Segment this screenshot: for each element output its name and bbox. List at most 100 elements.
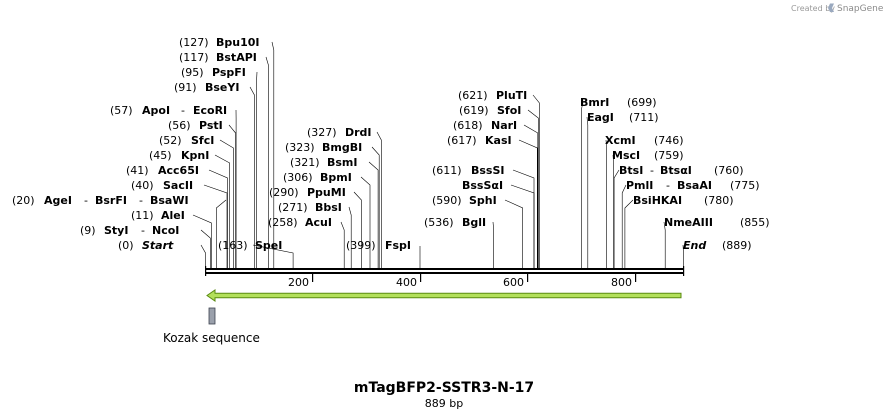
- site-pspfi-name: PspFI: [212, 66, 246, 79]
- site-nmeaiii-pos: (855): [740, 216, 770, 229]
- site-bsssai-name: BssSαI: [462, 179, 503, 192]
- site-bmgbi-pos: (323): [285, 141, 315, 154]
- site-bsssi-name: BssSI: [471, 164, 505, 177]
- leader-line: [200, 229, 211, 268]
- site-bstapi-pos: (117): [179, 51, 209, 64]
- site-msci[interactable]: MscI (759): [612, 149, 684, 162]
- site-bmgbi[interactable]: (323) BmgBI: [285, 141, 362, 154]
- site-nari[interactable]: (618) NarI: [453, 119, 517, 132]
- site-bsrfi-name: BsrFI: [95, 194, 127, 207]
- site-btsai-name: BtsαI: [660, 164, 692, 177]
- site-bsihkai-name: BsiHKAI: [633, 194, 682, 207]
- site-psti-name: PstI: [199, 119, 223, 132]
- site-sphi[interactable]: (590) SphI: [432, 194, 497, 207]
- map-title: mTagBFP2-SSTR3-N-17: [354, 380, 534, 396]
- site-pluti-name: PluTI: [496, 89, 527, 102]
- site-bsmi[interactable]: (321) BsmI: [290, 156, 358, 169]
- site-drdi[interactable]: (327) DrdI: [307, 126, 372, 139]
- site-start[interactable]: (0) Start: [118, 239, 174, 252]
- site-apoi-ecori[interactable]: (57) ApoI - EcoRI: [110, 104, 227, 117]
- site-styi-ncoi[interactable]: (9) StyI - NcoI: [80, 224, 179, 237]
- leader-line: [228, 124, 236, 268]
- site-bpmi[interactable]: (306) BpmI: [283, 171, 352, 184]
- site-bpu10i-name: Bpu10I: [216, 36, 260, 49]
- site-acc65i[interactable]: (41) Acc65I: [126, 164, 199, 177]
- site-bpu10i-pos: (127): [179, 36, 209, 49]
- site-eagi[interactable]: EagI (711): [587, 111, 659, 124]
- site-eagi-pos: (711): [629, 111, 659, 124]
- site-nari-name: NarI: [491, 119, 517, 132]
- site-end[interactable]: End (889): [683, 239, 752, 252]
- tick-600: [527, 274, 529, 282]
- site-sfci-pos: (52): [159, 134, 182, 147]
- site-fspi[interactable]: (399) FspI: [346, 239, 411, 252]
- site-kasi-pos: (617): [447, 134, 477, 147]
- site-pspfi[interactable]: (95) PspFI: [181, 66, 246, 79]
- site-agei-bsrfi-bsawi[interactable]: (20) AgeI - BsrFI - BsaWI: [12, 194, 189, 207]
- svg-text:-: -: [650, 164, 654, 177]
- site-btsi-pos: (760): [714, 164, 744, 177]
- site-kpni[interactable]: (45) KpnI: [149, 149, 209, 162]
- site-bbsi-name: BbsI: [315, 201, 342, 214]
- site-ecori-name: EcoRI: [193, 104, 227, 117]
- brand-text: SnapGene: [837, 4, 884, 14]
- site-kasi[interactable]: (617) KasI: [447, 134, 512, 147]
- site-bmgbi-name: BmgBI: [322, 141, 362, 154]
- leader-line: [376, 131, 382, 268]
- site-alei-pos: (11): [131, 209, 154, 222]
- kozak-feature[interactable]: Kozak sequence: [163, 307, 260, 345]
- site-xcmi[interactable]: XcmI (746): [605, 134, 684, 147]
- tick-label-800: 800: [611, 276, 632, 289]
- site-pluti-pos: (621): [458, 89, 488, 102]
- site-sfci[interactable]: (52) SfcI: [159, 134, 214, 147]
- site-acui[interactable]: (258) AcuI: [268, 216, 332, 229]
- site-bseyi[interactable]: (91) BseYI: [174, 81, 239, 94]
- site-bgli[interactable]: (536) BglI: [424, 216, 486, 229]
- site-bsihkai-pos: (780): [704, 194, 734, 207]
- site-agei-pos: (20): [12, 194, 35, 207]
- leader-line: [208, 169, 228, 268]
- orf-arrow-feature[interactable]: [206, 289, 682, 302]
- svg-text:-: -: [181, 104, 185, 117]
- site-bstapi[interactable]: (117) BstAPI: [179, 51, 257, 64]
- site-nmeaiii[interactable]: NmeAIII (855): [664, 216, 770, 229]
- site-psti[interactable]: (56) PstI: [168, 119, 223, 132]
- site-pluti[interactable]: (621) PluTI: [458, 89, 527, 102]
- leader-line: [586, 116, 589, 268]
- kozak-box[interactable]: [208, 307, 216, 325]
- site-bseyi-name: BseYI: [205, 81, 239, 94]
- site-btsi-btsai[interactable]: BtsI - BtsαI (760): [619, 164, 744, 177]
- site-bsssai[interactable]: BssSαI: [462, 179, 503, 192]
- site-fspi-name: FspI: [385, 239, 411, 252]
- site-kasi-name: KasI: [485, 134, 512, 147]
- site-agei-name: AgeI: [44, 194, 72, 207]
- site-end-name: End: [683, 239, 706, 252]
- leader-line: [203, 184, 228, 268]
- site-nari-pos: (618): [453, 119, 483, 132]
- leader-line: [371, 146, 380, 268]
- site-sfoi[interactable]: (619) SfoI: [459, 104, 521, 117]
- site-alei[interactable]: (11) AleI: [131, 209, 185, 222]
- map-length: 889 bp: [425, 397, 463, 410]
- leader-line: [523, 124, 539, 268]
- site-bsssi[interactable]: (611) BssSI: [432, 164, 505, 177]
- tick-label-600: 600: [503, 276, 524, 289]
- site-bmri[interactable]: BmrI (699): [580, 96, 657, 109]
- site-bpmi-name: BpmI: [320, 171, 352, 184]
- site-bmri-name: BmrI: [580, 96, 609, 109]
- site-spei[interactable]: (163) SpeI: [218, 239, 282, 252]
- site-bbsi-pos: (271): [278, 201, 308, 214]
- site-bpu10i[interactable]: (127) Bpu10I: [179, 36, 260, 49]
- site-bbsi[interactable]: (271) BbsI: [278, 201, 342, 214]
- site-bgli-pos: (536): [424, 216, 454, 229]
- leader-line: [219, 139, 234, 268]
- tick-label-400: 400: [396, 276, 417, 289]
- site-ppumi[interactable]: (290) PpuMI: [269, 186, 346, 199]
- leader-line: [348, 206, 352, 268]
- leader-line: [621, 184, 627, 268]
- site-bsihkai[interactable]: BsiHKAI (780): [633, 194, 734, 207]
- site-sfoi-pos: (619): [459, 104, 489, 117]
- site-sacii[interactable]: (40) SacII: [131, 179, 193, 192]
- leader-line: [532, 94, 540, 268]
- site-pmli-bsaai[interactable]: PmlI - BsaAI (775): [626, 179, 760, 192]
